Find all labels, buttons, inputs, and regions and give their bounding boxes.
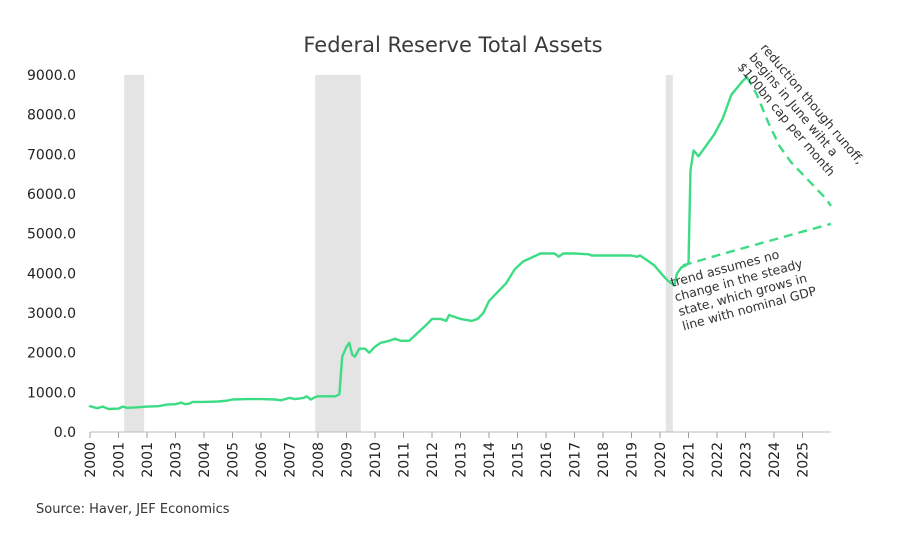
x-tick-label: 2005 — [226, 442, 242, 478]
projection-line — [745, 76, 832, 207]
x-tick-label: 2021 — [682, 442, 698, 478]
x-tick-label: 2019 — [625, 442, 641, 478]
projection-line — [682, 222, 832, 267]
annotation-trend: trend assumes no change in the steady st… — [669, 240, 818, 334]
x-tick-label: 2013 — [454, 442, 470, 478]
recession-bands — [124, 75, 673, 432]
x-tick-label: 2004 — [197, 442, 213, 478]
x-tick-label: 2000 — [83, 442, 99, 478]
x-tick-label: 2009 — [340, 442, 356, 478]
y-axis-ticks: 0.0 1000.0 2000.0 3000.0 4000.0 5000.0 6000.0 7… — [27, 68, 76, 441]
x-tick-label: 2008 — [311, 442, 327, 478]
recession-band — [124, 75, 145, 432]
y-tick-label: 0.0 — [54, 425, 76, 441]
chart-title: Federal Reserve Total Assets — [303, 33, 602, 57]
annotation-runoff: reduction though runoff, begins in June … — [735, 40, 870, 189]
x-tick-label: 2010 — [368, 442, 384, 478]
x-tick-label: 2015 — [511, 442, 527, 478]
series — [88, 75, 832, 411]
x-tick-label: 2016 — [539, 442, 555, 478]
y-tick-label: 1000.0 — [27, 385, 76, 401]
y-tick-label: 6000.0 — [27, 187, 76, 203]
x-tick-label: 2001 — [112, 442, 128, 478]
y-tick-label: 3000.0 — [27, 306, 76, 322]
x-tick-label: 2018 — [596, 442, 612, 478]
x-tick-label: 2020 — [653, 442, 669, 478]
x-tick-label: 2023 — [739, 442, 755, 478]
x-tick-label: 2025 — [796, 442, 812, 478]
x-tick-label: 2024 — [767, 442, 783, 478]
x-tick-label: 2017 — [568, 442, 584, 478]
x-tick-label: 2014 — [482, 442, 498, 478]
x-tick-label: 2003 — [169, 442, 185, 478]
recession-band — [665, 75, 673, 432]
y-tick-label: 7000.0 — [27, 147, 76, 163]
x-tick-label: 2022 — [710, 442, 726, 478]
x-axis-ticks: 2000 2001 2001 2003 2004 2005 2006 2007 2008 2009… — [83, 432, 812, 478]
x-tick-label: 2007 — [283, 442, 299, 478]
y-tick-label: 5000.0 — [27, 227, 76, 243]
y-tick-label: 2000.0 — [27, 346, 76, 362]
y-tick-label: 8000.0 — [27, 108, 76, 124]
y-tick-label: 9000.0 — [27, 68, 76, 84]
recession-band — [315, 75, 361, 432]
x-tick-label: 2012 — [425, 442, 441, 478]
series-line — [88, 75, 749, 411]
x-tick-label: 2006 — [254, 442, 270, 478]
source-note: Source: Haver, JEF Economics — [36, 502, 230, 517]
y-tick-label: 4000.0 — [27, 266, 76, 282]
x-tick-label: 2011 — [397, 442, 413, 478]
x-tick-label: 2001 — [140, 442, 156, 478]
